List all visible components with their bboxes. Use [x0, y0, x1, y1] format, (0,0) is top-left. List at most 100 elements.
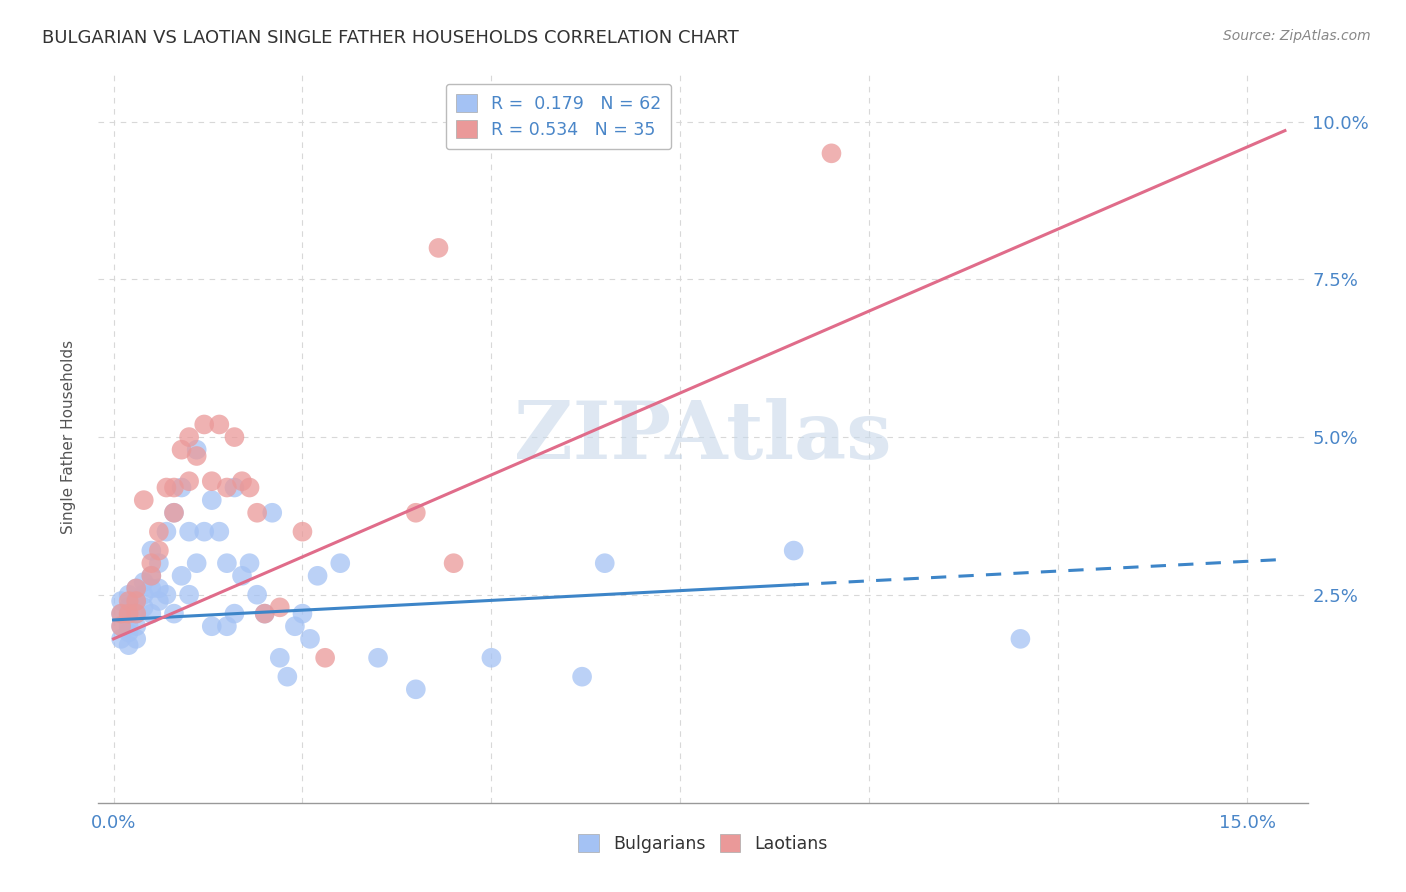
- Point: [125, 582, 148, 596]
- Point: [132, 575, 155, 590]
- Point: [262, 506, 284, 520]
- Point: [132, 493, 155, 508]
- Point: [246, 588, 269, 602]
- Point: [163, 506, 186, 520]
- Point: [782, 543, 804, 558]
- Point: [125, 607, 148, 621]
- Point: [593, 556, 616, 570]
- Point: [1010, 632, 1032, 646]
- Point: [179, 524, 201, 539]
- Point: [224, 430, 246, 444]
- Point: [141, 582, 163, 596]
- Point: [224, 481, 246, 495]
- Point: [253, 607, 276, 621]
- Point: [201, 474, 224, 488]
- Text: Source: ZipAtlas.com: Source: ZipAtlas.com: [1223, 29, 1371, 44]
- Point: [820, 146, 842, 161]
- Point: [155, 524, 177, 539]
- Point: [155, 588, 177, 602]
- Point: [291, 607, 314, 621]
- Point: [155, 481, 177, 495]
- Point: [170, 442, 193, 457]
- Point: [201, 619, 224, 633]
- Point: [118, 607, 141, 621]
- Point: [148, 524, 170, 539]
- Point: [307, 569, 329, 583]
- Point: [118, 588, 141, 602]
- Legend: Bulgarians, Laotians: Bulgarians, Laotians: [571, 827, 835, 860]
- Point: [215, 556, 238, 570]
- Point: [163, 481, 186, 495]
- Point: [125, 607, 148, 621]
- Point: [125, 594, 148, 608]
- Point: [193, 524, 215, 539]
- Point: [299, 632, 322, 646]
- Point: [186, 449, 208, 463]
- Point: [186, 442, 208, 457]
- Point: [148, 543, 170, 558]
- Point: [141, 569, 163, 583]
- Point: [179, 474, 201, 488]
- Point: [367, 650, 389, 665]
- Point: [208, 524, 231, 539]
- Point: [443, 556, 465, 570]
- Point: [110, 607, 132, 621]
- Point: [110, 594, 132, 608]
- Point: [125, 582, 148, 596]
- Point: [201, 493, 224, 508]
- Point: [141, 569, 163, 583]
- Point: [125, 632, 148, 646]
- Point: [291, 524, 314, 539]
- Point: [118, 607, 141, 621]
- Text: BULGARIAN VS LAOTIAN SINGLE FATHER HOUSEHOLDS CORRELATION CHART: BULGARIAN VS LAOTIAN SINGLE FATHER HOUSE…: [42, 29, 740, 47]
- Point: [132, 588, 155, 602]
- Point: [193, 417, 215, 432]
- Point: [179, 588, 201, 602]
- Point: [170, 569, 193, 583]
- Point: [571, 670, 593, 684]
- Point: [405, 682, 427, 697]
- Point: [276, 670, 298, 684]
- Point: [118, 638, 141, 652]
- Point: [118, 600, 141, 615]
- Point: [170, 481, 193, 495]
- Text: ZIPAtlas: ZIPAtlas: [515, 398, 891, 476]
- Point: [215, 481, 238, 495]
- Point: [481, 650, 503, 665]
- Point: [118, 594, 141, 608]
- Point: [148, 556, 170, 570]
- Point: [231, 474, 253, 488]
- Point: [148, 594, 170, 608]
- Point: [208, 417, 231, 432]
- Point: [224, 607, 246, 621]
- Point: [231, 569, 253, 583]
- Point: [110, 607, 132, 621]
- Point: [427, 241, 450, 255]
- Point: [179, 430, 201, 444]
- Point: [269, 650, 291, 665]
- Point: [239, 481, 262, 495]
- Point: [110, 619, 132, 633]
- Point: [215, 619, 238, 633]
- Point: [110, 632, 132, 646]
- Point: [314, 650, 336, 665]
- Point: [125, 619, 148, 633]
- Point: [329, 556, 352, 570]
- Point: [141, 556, 163, 570]
- Point: [118, 619, 141, 633]
- Point: [125, 594, 148, 608]
- Point: [148, 582, 170, 596]
- Point: [163, 506, 186, 520]
- Point: [141, 543, 163, 558]
- Point: [186, 556, 208, 570]
- Point: [110, 619, 132, 633]
- Point: [246, 506, 269, 520]
- Point: [269, 600, 291, 615]
- Point: [118, 625, 141, 640]
- Point: [132, 600, 155, 615]
- Point: [253, 607, 276, 621]
- Y-axis label: Single Father Households: Single Father Households: [62, 340, 76, 534]
- Point: [405, 506, 427, 520]
- Point: [239, 556, 262, 570]
- Point: [141, 607, 163, 621]
